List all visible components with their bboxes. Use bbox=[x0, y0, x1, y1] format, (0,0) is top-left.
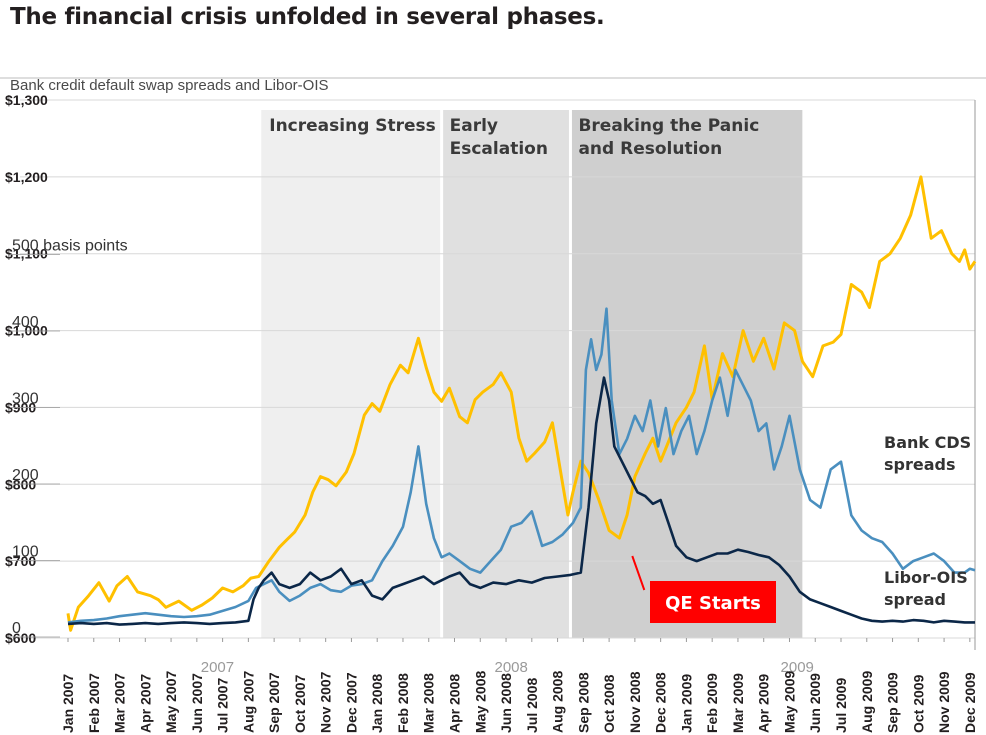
bps-tick-label: 400 bbox=[12, 314, 39, 331]
x-tick-label: Nov 2008 bbox=[627, 671, 643, 733]
x-tick-label: Sep 2009 bbox=[885, 672, 901, 733]
x-tick-label: Mar 2008 bbox=[421, 673, 437, 733]
phase-label-line: and Resolution bbox=[578, 139, 722, 159]
phase-label: Early Escalation bbox=[450, 116, 548, 159]
dollar-tick-label: $1,200 bbox=[5, 169, 48, 185]
dollar-tick-label: $1,000 bbox=[5, 323, 48, 339]
x-tick-label: Jul 2008 bbox=[524, 678, 540, 733]
x-tick-label: Feb 2009 bbox=[704, 673, 720, 733]
phase-band bbox=[441, 110, 571, 638]
series-label: Libor-OIS spread bbox=[884, 568, 968, 609]
dollar-tick-label: $600 bbox=[5, 630, 36, 646]
x-tick-label: Jul 2007 bbox=[215, 678, 231, 733]
bps-tick-label: 300 bbox=[12, 391, 39, 408]
x-tick-label: Feb 2007 bbox=[86, 673, 102, 733]
annotation-pointer bbox=[631, 555, 646, 591]
x-tick-label: Oct 2009 bbox=[910, 674, 926, 733]
dollar-tick-label: $1,100 bbox=[5, 246, 48, 262]
year-label: 2008 bbox=[495, 659, 528, 676]
x-tick-label: Jan 2008 bbox=[369, 674, 385, 733]
x-tick-label: Aug 2009 bbox=[859, 671, 875, 733]
series-line bbox=[67, 376, 975, 626]
x-tick-label: Jun 2009 bbox=[807, 673, 823, 733]
year-label: 2009 bbox=[781, 659, 814, 676]
x-tick-label: Dec 2008 bbox=[653, 672, 669, 733]
series-line bbox=[67, 307, 976, 624]
chart-title: The financial crisis unfolded in several… bbox=[10, 4, 605, 30]
x-tick-label: Feb 2008 bbox=[395, 673, 411, 733]
x-tick-label: Nov 2009 bbox=[936, 671, 952, 733]
bps-tick-label: 500 basis points bbox=[12, 238, 128, 255]
series-label-line: Bank CDS bbox=[884, 433, 971, 452]
bps-tick-label: 100 bbox=[12, 544, 39, 561]
x-tick-label: Dec 2009 bbox=[962, 672, 978, 733]
bps-tick-label: 0 bbox=[12, 620, 21, 637]
x-tick-label: Jan 2007 bbox=[60, 674, 76, 733]
phase-label: Breaking the Panic and Resolution bbox=[578, 116, 759, 159]
x-tick-label: Sep 2007 bbox=[266, 672, 282, 733]
phase-band bbox=[261, 110, 442, 638]
series-label-line: spread bbox=[884, 590, 946, 609]
x-tick-label: Apr 2009 bbox=[756, 674, 772, 733]
x-tick-label: May 2009 bbox=[781, 671, 797, 733]
phase-band bbox=[570, 110, 803, 638]
x-tick-label: Oct 2007 bbox=[292, 674, 308, 733]
annotation-label: QE Starts bbox=[665, 593, 761, 614]
x-tick-label: Apr 2007 bbox=[137, 674, 153, 733]
x-tick-label: Apr 2008 bbox=[447, 674, 463, 733]
x-tick-label: May 2007 bbox=[163, 671, 179, 733]
chart-subtitle: Bank credit default swap spreads and Lib… bbox=[10, 77, 329, 94]
x-tick-label: May 2008 bbox=[472, 671, 488, 733]
x-tick-label: Jun 2007 bbox=[189, 673, 205, 733]
phase-label-line: Breaking the Panic bbox=[578, 116, 759, 136]
x-tick-label: Jan 2009 bbox=[678, 674, 694, 733]
x-tick-label: Nov 2007 bbox=[318, 671, 334, 733]
x-tick-label: Oct 2008 bbox=[601, 674, 617, 733]
year-label: 2007 bbox=[201, 659, 234, 676]
series-label: Bank CDS spreads bbox=[884, 433, 971, 474]
phase-label-line: Increasing Stress bbox=[269, 116, 436, 136]
phase-label: Increasing Stress bbox=[269, 116, 436, 136]
series-label-line: spreads bbox=[884, 455, 956, 474]
series-line bbox=[66, 175, 977, 632]
x-tick-label: Jun 2008 bbox=[498, 673, 514, 733]
x-tick-label: Sep 2008 bbox=[575, 672, 591, 733]
annotation-box bbox=[650, 581, 776, 623]
x-tick-label: Dec 2007 bbox=[343, 672, 359, 733]
x-tick-label: Jul 2009 bbox=[833, 678, 849, 733]
dollar-tick-label: $700 bbox=[5, 553, 36, 569]
bps-tick-label: 200 bbox=[12, 467, 39, 484]
x-tick-label: Aug 2007 bbox=[240, 671, 256, 733]
dollar-tick-label: $1,300 bbox=[5, 92, 48, 108]
phase-label-line: Escalation bbox=[450, 139, 548, 159]
phase-label-line: Early bbox=[450, 116, 498, 136]
x-tick-label: Mar 2009 bbox=[730, 673, 746, 733]
x-tick-label: Aug 2008 bbox=[550, 671, 566, 733]
series-label-line: Libor-OIS bbox=[884, 568, 968, 587]
x-tick-label: Mar 2007 bbox=[112, 673, 128, 733]
